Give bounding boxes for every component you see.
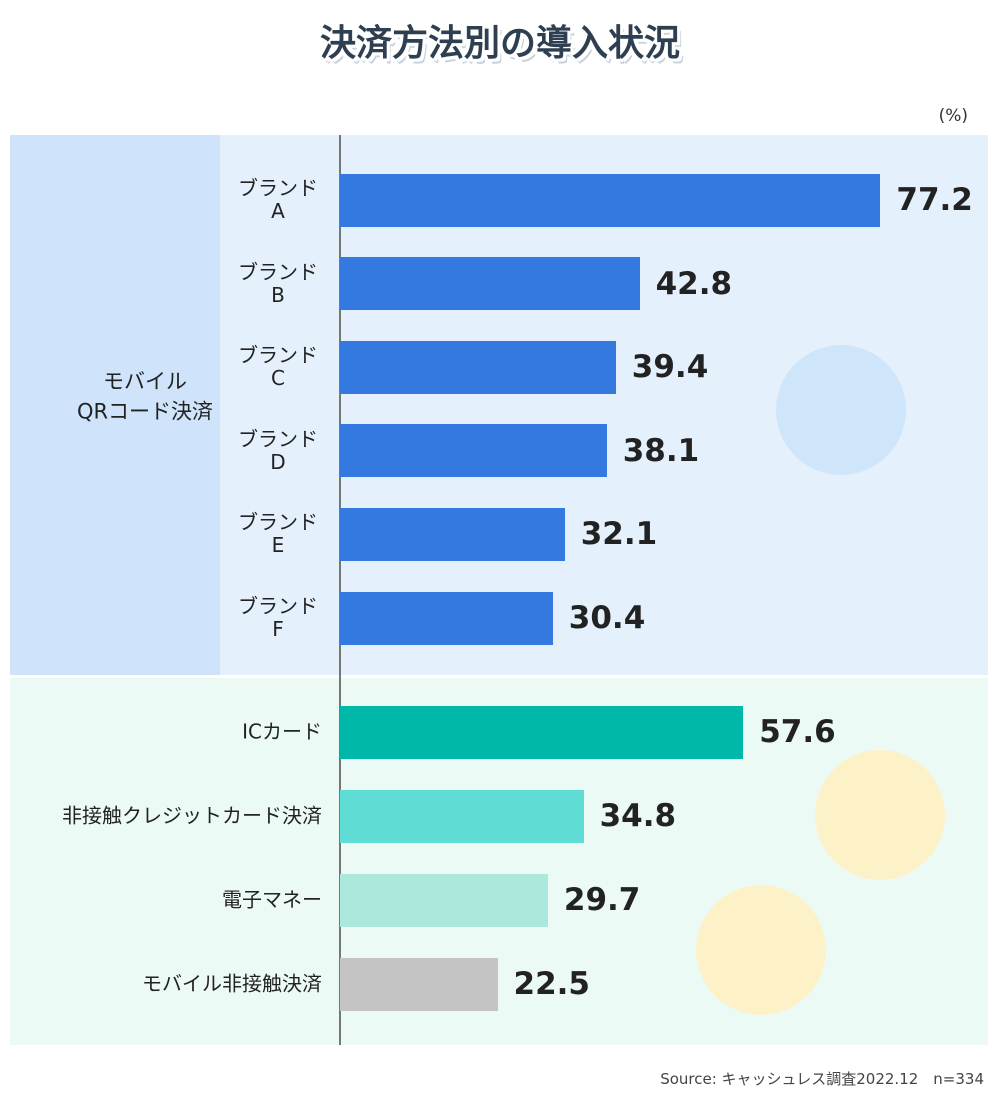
bar bbox=[340, 340, 616, 394]
category-label: ブランド C bbox=[238, 343, 318, 391]
value-label: 32.1 bbox=[580, 516, 658, 553]
chart-title: 決済方法別の導入状況 bbox=[319, 23, 680, 64]
value-label: 57.6 bbox=[759, 714, 836, 750]
value-label: 30.4 bbox=[568, 600, 646, 636]
value-label: 39.4 bbox=[631, 349, 709, 386]
value-label: 29.7 bbox=[563, 882, 641, 918]
illustration-bg bbox=[696, 885, 826, 1015]
bar bbox=[340, 173, 881, 227]
category-label: 非接触クレジットカード決済 bbox=[62, 803, 322, 828]
bar bbox=[340, 873, 548, 927]
bar bbox=[340, 507, 565, 561]
category-label: ブランド D bbox=[238, 426, 318, 474]
value-label: 22.5 bbox=[513, 966, 591, 1002]
category-label: ブランド E bbox=[238, 510, 318, 558]
bar bbox=[340, 789, 584, 843]
axis-line bbox=[339, 135, 341, 1045]
illustration-bg bbox=[776, 345, 906, 475]
group-label: モバイル QRコード決済 bbox=[76, 369, 214, 424]
bar bbox=[340, 257, 640, 311]
bar bbox=[340, 705, 744, 759]
category-label: ブランド F bbox=[238, 594, 318, 641]
category-label: 電子マネー bbox=[222, 887, 322, 912]
value-label: 34.8 bbox=[599, 798, 677, 834]
bar bbox=[340, 591, 553, 645]
source-note: Source: キャッシュレス調査2022.12 n=334 bbox=[660, 1070, 984, 1088]
category-label: モバイル非接触決済 bbox=[142, 971, 322, 996]
value-label: 38.1 bbox=[622, 432, 700, 469]
value-label: 42.8 bbox=[655, 265, 733, 302]
bar bbox=[340, 424, 607, 478]
value-label: 77.2 bbox=[896, 182, 973, 218]
illustration-bg bbox=[815, 750, 945, 880]
unit-label: (%) bbox=[938, 106, 968, 126]
category-label: ブランド B bbox=[238, 259, 318, 307]
category-label: ICカード bbox=[242, 719, 322, 744]
category-label: ブランド A bbox=[238, 176, 318, 223]
panel-qr-label bbox=[10, 135, 220, 675]
bar bbox=[340, 957, 498, 1011]
